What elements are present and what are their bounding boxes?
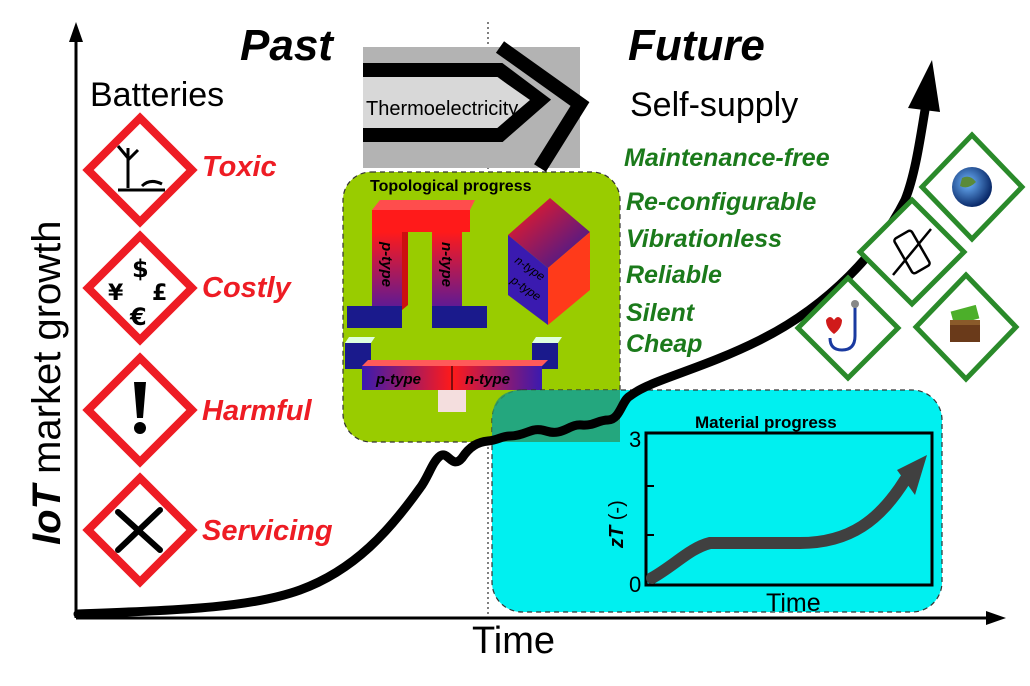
dead-tree-icon — [116, 145, 165, 192]
battery-hazards: Toxic $ ¥ £ € Costly Harmful — [82, 112, 333, 588]
batteries-label: Batteries — [90, 76, 224, 114]
past-label: Past — [240, 21, 335, 70]
n-type-leg-label: n-type — [438, 242, 455, 287]
n-type-horizontal-label: n-type — [465, 371, 510, 388]
globe-app — [918, 131, 1026, 243]
no-vibration-icon — [892, 228, 932, 276]
harmful-hazard: Harmful — [82, 352, 313, 468]
future-label: Future — [628, 21, 765, 70]
svg-text:£: £ — [152, 281, 167, 306]
no-vibration-app — [856, 196, 968, 308]
axes — [69, 22, 1006, 625]
topological-progress-box: Topological progress p-type n-type n-typ… — [342, 171, 621, 443]
y-axis-label: IoT market growth — [25, 220, 69, 545]
medical-app — [794, 274, 902, 382]
servicing-label: Servicing — [202, 515, 333, 547]
p-type-horizontal-label: p-type — [375, 371, 421, 388]
wallet-icon — [950, 304, 980, 342]
tools-icon — [115, 507, 163, 553]
zt-growth-curve — [646, 474, 911, 584]
benefit-silent: Silent — [626, 299, 696, 327]
toxic-hazard: Toxic — [82, 112, 277, 228]
self-supply-benefits: Maintenance-free Re-configurable Vibrati… — [624, 144, 830, 358]
harmful-label: Harmful — [202, 395, 313, 427]
svg-text:$: $ — [132, 255, 149, 283]
benefit-reliable: Reliable — [626, 261, 722, 289]
topological-title: Topological progress — [370, 178, 532, 195]
material-tick-3: 3 — [629, 427, 641, 452]
stethoscope-icon — [826, 300, 859, 352]
thermoelectricity-arrow: Thermoelectricity — [363, 41, 590, 172]
wallet-app — [912, 271, 1020, 383]
thermoelectricity-label: Thermoelectricity — [366, 98, 518, 120]
servicing-hazard: Servicing — [82, 472, 333, 588]
material-title: Material progress — [695, 413, 837, 432]
benefit-cheap: Cheap — [626, 330, 702, 358]
iot-growth-curve — [73, 60, 940, 619]
self-supply-label: Self-supply — [630, 86, 798, 124]
benefit-vibrationless: Vibrationless — [626, 225, 782, 253]
p-type-leg-label: p-type — [378, 241, 395, 287]
material-y-label: zT (-) — [606, 500, 628, 549]
globe-icon — [952, 167, 992, 207]
benefit-maintenance-free: Maintenance-free — [624, 144, 830, 172]
toxic-label: Toxic — [202, 151, 277, 183]
benefit-re-configurable: Re-configurable — [626, 188, 816, 216]
costly-label: Costly — [202, 272, 293, 304]
application-icons — [794, 131, 1026, 383]
costly-hazard: $ ¥ £ € Costly — [82, 230, 293, 346]
currency-icon: $ ¥ £ € — [108, 255, 167, 331]
svg-text:¥: ¥ — [108, 281, 124, 306]
x-axis-label: Time — [472, 620, 555, 662]
material-x-label: Time — [766, 589, 821, 617]
material-tick-0: 0 — [629, 572, 641, 597]
svg-text:€: € — [129, 303, 147, 331]
exclamation-icon — [134, 382, 146, 434]
material-progress-box: Material progress 3 0 zT (-) Time — [491, 389, 943, 617]
